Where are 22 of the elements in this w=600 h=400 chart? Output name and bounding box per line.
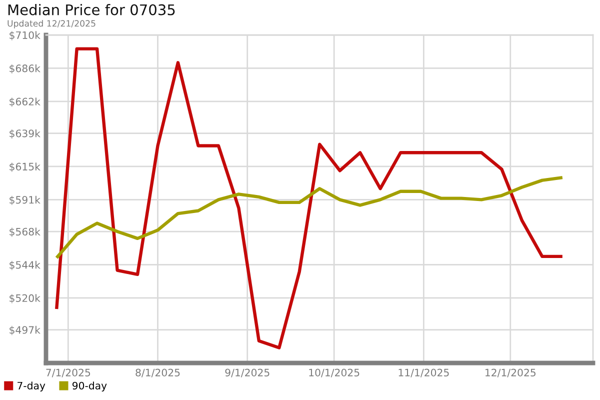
legend-label: 7-day [18,382,46,392]
chart-subtitle: Updated 12/21/2025 [8,20,96,28]
y-tick-label: $520k [10,294,40,304]
line-series [55,47,564,350]
y-tick-label: $544k [10,260,40,270]
legend-label: 90-day [72,382,107,392]
x-tick-label: 9/1/2025 [225,368,270,378]
y-tick-label: $639k [10,129,40,139]
chart-title: Median Price for 07035 [8,4,175,16]
y-tick-label: $686k [10,64,40,74]
x-tick-label: 8/1/2025 [136,368,180,378]
y-tick-label: $497k [10,326,40,336]
y-tick-label: $568k [10,228,40,237]
y-tick-label: $615k [10,162,40,172]
x-tick-label: 11/1/2025 [398,368,449,378]
y-tick-label: $662k [10,98,40,107]
x-tick-label: 10/1/2025 [309,368,360,378]
x-tick-label: 12/1/2025 [486,368,536,378]
x-tick-label: 7/1/2025 [46,368,90,378]
y-tick-label: $591k [10,196,40,206]
line-series [55,176,564,260]
y-tick-label: $710k [10,31,40,40]
